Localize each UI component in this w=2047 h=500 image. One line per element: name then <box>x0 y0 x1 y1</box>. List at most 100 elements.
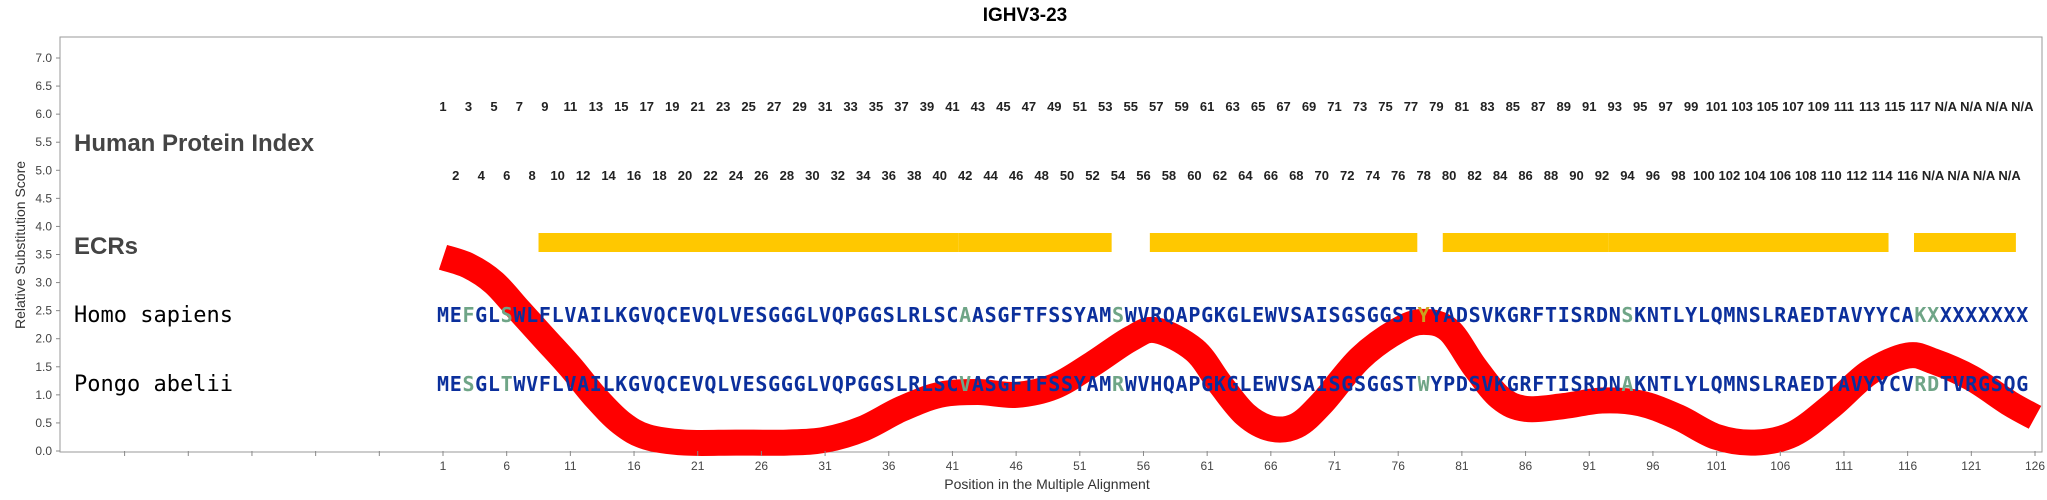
ecr-bar <box>1914 233 2016 252</box>
sequence-residue: G <box>794 372 806 396</box>
sequence-residue: L <box>921 303 933 327</box>
sequence-residue: G <box>794 303 806 327</box>
index-number: 115 <box>1884 99 1905 114</box>
index-number: 99 <box>1684 99 1698 114</box>
sequence-residue: R <box>1914 372 1927 396</box>
sequence-residue: R <box>1774 372 1787 396</box>
sequence-residue: V <box>1278 372 1290 396</box>
index-number: 75 <box>1378 99 1392 114</box>
index-number: 111 <box>1834 99 1854 114</box>
sequence-alignment: Homo sapiens M E F G L S W L F L V A I L K G V Q C E V Q L V E S G G… <box>74 303 2028 397</box>
sequence-residue: Y <box>1876 303 1888 327</box>
sequence-residue: A <box>1787 372 1799 396</box>
sequence-residue: G <box>857 372 869 396</box>
sequence-residue: S <box>1048 303 1060 327</box>
index-number: 114 <box>1872 168 1894 183</box>
sequence-residue: V <box>1953 372 1965 396</box>
index-number: 95 <box>1633 99 1647 114</box>
sequence-residue: N <box>1736 372 1748 396</box>
sequence-residue: I <box>590 303 602 327</box>
sequence-residue: F <box>539 372 551 396</box>
x-tick-label: 81 <box>1455 459 1469 473</box>
y-tick-label: 5.0 <box>35 163 52 177</box>
index-number: 107 <box>1782 99 1804 114</box>
sequence-residue: G <box>1201 372 1213 396</box>
index-number: 89 <box>1557 99 1571 114</box>
sequence-residue: T <box>1825 303 1837 327</box>
sequence-residue: E <box>1800 303 1812 327</box>
index-number: 43 <box>971 99 985 114</box>
index-number: 6 <box>503 168 510 183</box>
x-tick-label: 46 <box>1009 459 1023 473</box>
y-tick-label: 3.0 <box>35 276 52 290</box>
sequence-residue: V <box>819 372 831 396</box>
sequence-residue: G <box>1379 303 1391 327</box>
y-tick-label: 6.5 <box>35 79 52 93</box>
index-number: 90 <box>1569 168 1583 183</box>
sequence-residue: R <box>1774 303 1787 327</box>
sequence-residue: P <box>1188 303 1200 327</box>
sequence-residue: F <box>1036 372 1048 396</box>
index-number: 62 <box>1213 168 1227 183</box>
sequence-residue: W <box>513 303 526 327</box>
sequence-residue: R <box>1583 372 1596 396</box>
y-tick-label: 1.5 <box>35 360 52 374</box>
y-tick-label: 6.0 <box>35 107 52 121</box>
sequence-residue: X <box>1953 303 1965 327</box>
sequence-residue: M <box>1723 372 1735 396</box>
sequence-residue: V <box>1851 303 1863 327</box>
sequence-residue: Q <box>1163 372 1175 396</box>
sequence-residue: V <box>641 303 653 327</box>
sequence-residue: R <box>908 372 921 396</box>
sequence-residue: K <box>1494 303 1506 327</box>
sequence-residue: G <box>1227 372 1239 396</box>
sequence-residue: S <box>1749 303 1761 327</box>
index-number: 82 <box>1467 168 1481 183</box>
sequence-residue: C <box>946 372 958 396</box>
sequence-residue: S <box>934 372 946 396</box>
sequence-residue: R <box>1112 372 1125 396</box>
sequence-residue: D <box>1456 303 1468 327</box>
sequence-residue: Q <box>2004 372 2016 396</box>
x-axis-label: Position in the Multiple Alignment <box>944 476 1150 492</box>
index-number: 30 <box>805 168 819 183</box>
index-number: 37 <box>894 99 908 114</box>
index-number: 49 <box>1047 99 1061 114</box>
sequence-residue: C <box>666 303 678 327</box>
species-label: Pongo abelii <box>74 372 233 397</box>
index-number: 101 <box>1706 99 1728 114</box>
index-number: 60 <box>1187 168 1201 183</box>
sequence-residue: A <box>1176 372 1188 396</box>
sequence-residue: S <box>755 303 767 327</box>
sequence-residue: L <box>1698 303 1710 327</box>
index-number: 69 <box>1302 99 1316 114</box>
sequence-residue: G <box>1379 372 1391 396</box>
sequence-residue: V <box>1481 372 1493 396</box>
sequence-residue: W <box>1125 372 1138 396</box>
sequence-residue: L <box>921 372 933 396</box>
sequence-residue: V <box>1481 303 1493 327</box>
sequence-residue: G <box>997 303 1009 327</box>
species-label: Homo sapiens <box>74 303 233 328</box>
sequence-residue: S <box>1061 372 1073 396</box>
sequence-residue: K <box>615 372 627 396</box>
sequence-residue: L <box>895 372 907 396</box>
sequence-residue: E <box>450 372 462 396</box>
index-number: 109 <box>1808 99 1830 114</box>
index-number: N/A <box>1935 99 1958 114</box>
sequence-residue: E <box>743 303 755 327</box>
sequence-residue: G <box>1507 372 1519 396</box>
human-protein-index-label: Human Protein Index <box>74 130 315 157</box>
sequence-residue: V <box>959 372 971 396</box>
x-tick-label: 61 <box>1200 459 1214 473</box>
sequence-residue: N <box>1647 372 1659 396</box>
sequence-residue: K <box>1634 372 1646 396</box>
series-line <box>438 244 2042 456</box>
index-number: 51 <box>1073 99 1087 114</box>
sequence-residue: V <box>730 303 742 327</box>
sequence-residue: V <box>692 372 704 396</box>
x-tick-label: 31 <box>818 459 832 473</box>
index-number: 15 <box>614 99 628 114</box>
sequence-residue: G <box>870 303 882 327</box>
index-number: 86 <box>1518 168 1532 183</box>
